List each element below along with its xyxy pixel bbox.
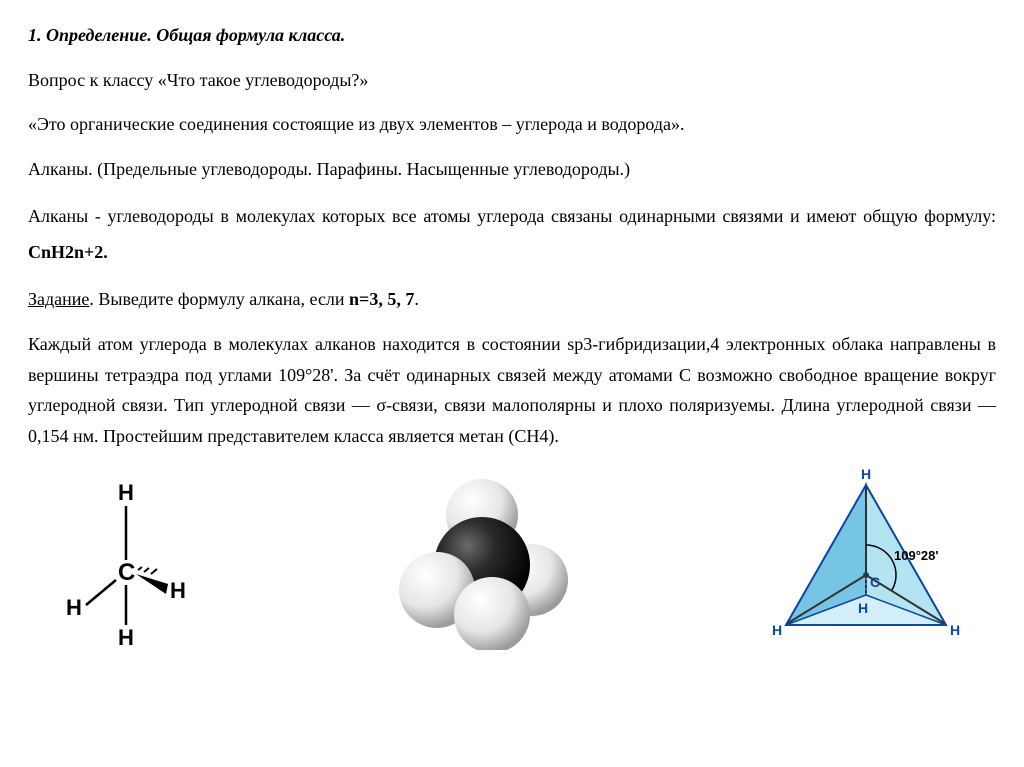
def-formula: CnH2n+2. <box>28 242 108 262</box>
figures-row: C H H H H <box>28 465 996 655</box>
paragraph-answer: «Это органические соединения состоящие и… <box>28 109 996 140</box>
svg-text:H: H <box>858 600 868 616</box>
task-dot: . <box>414 289 419 309</box>
section-title: 1. Определение. Общая формула класса. <box>28 20 996 51</box>
svg-text:C: C <box>118 559 135 586</box>
figure-structural: C H H H H <box>58 470 198 650</box>
paragraph-body: Каждый атом углерода в молекулах алканов… <box>28 329 996 451</box>
svg-text:H: H <box>861 466 871 482</box>
paragraph-question: Вопрос к классу «Что такое углеводороды?… <box>28 65 996 96</box>
figure-spacefill <box>382 470 582 650</box>
structural-svg: C H H H H <box>58 470 198 650</box>
tetra-svg: C 109°28' H H H H <box>766 465 966 655</box>
svg-text:H: H <box>118 480 134 505</box>
figure-tetrahedron: C 109°28' H H H H <box>766 465 966 655</box>
task-values: n=3, 5, 7 <box>349 289 414 309</box>
paragraph-names: Алканы. (Предельные углеводороды. Парафи… <box>28 154 996 185</box>
task-text: . Выведите формулу алкана, если <box>89 289 349 309</box>
spacefill-svg <box>382 470 582 650</box>
paragraph-definition: Алканы - углеводороды в молекулах которы… <box>28 198 996 270</box>
angle-label: 109°28' <box>894 548 938 563</box>
task-label: Задание <box>28 289 89 309</box>
svg-text:H: H <box>170 578 186 603</box>
paragraph-task: Задание. Выведите формулу алкана, если n… <box>28 284 996 315</box>
svg-text:H: H <box>66 595 82 620</box>
svg-text:H: H <box>950 622 960 638</box>
svg-text:H: H <box>118 625 134 650</box>
svg-text:H: H <box>772 622 782 638</box>
def-text: Алканы - углеводороды в молекулах которы… <box>28 206 996 226</box>
